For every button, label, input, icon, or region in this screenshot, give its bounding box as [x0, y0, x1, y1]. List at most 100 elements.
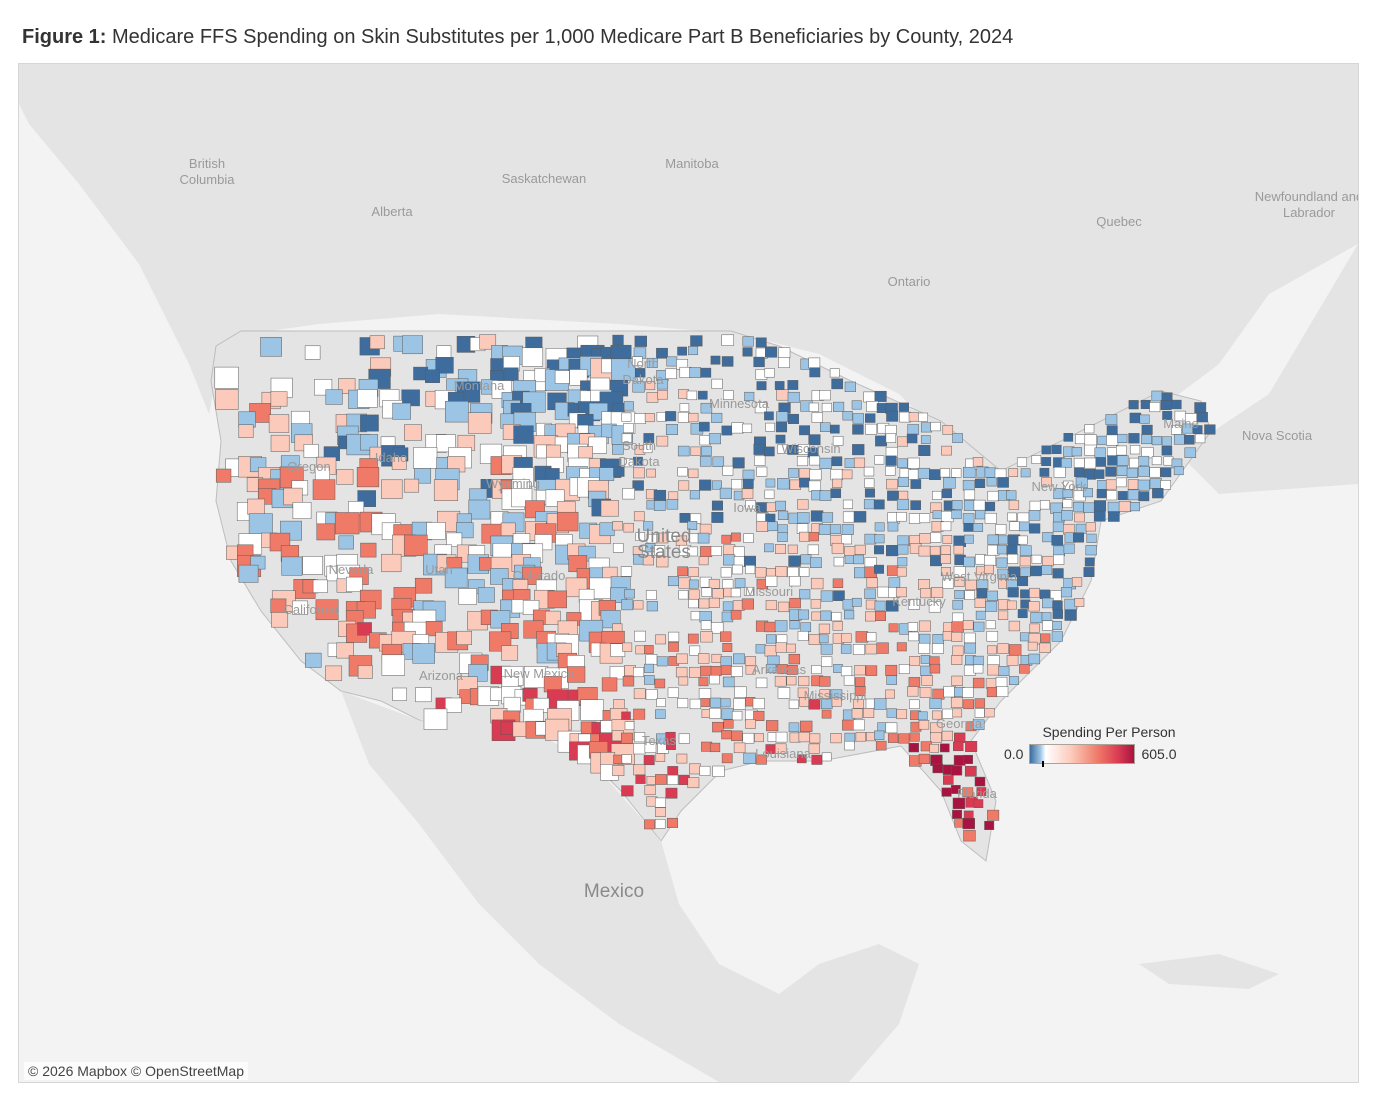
county-shape[interactable]	[1008, 500, 1020, 510]
county-shape[interactable]	[865, 611, 876, 622]
county-shape[interactable]	[268, 414, 290, 433]
county-shape[interactable]	[1192, 425, 1203, 434]
county-shape[interactable]	[918, 545, 931, 557]
county-shape[interactable]	[711, 512, 724, 523]
county-shape[interactable]	[305, 652, 322, 668]
county-shape[interactable]	[1017, 609, 1028, 619]
county-shape[interactable]	[853, 457, 866, 468]
county-shape[interactable]	[755, 677, 768, 689]
county-shape[interactable]	[963, 754, 973, 764]
county-shape[interactable]	[1184, 447, 1197, 458]
county-shape[interactable]	[954, 590, 965, 600]
county-shape[interactable]	[699, 421, 710, 432]
county-shape[interactable]	[998, 535, 1008, 545]
county-shape[interactable]	[799, 477, 810, 488]
county-shape[interactable]	[984, 564, 994, 574]
county-shape[interactable]	[1030, 612, 1043, 624]
county-shape[interactable]	[818, 524, 831, 535]
county-shape[interactable]	[1052, 521, 1065, 533]
county-shape[interactable]	[808, 532, 819, 542]
county-shape[interactable]	[645, 590, 657, 600]
county-shape[interactable]	[633, 688, 646, 700]
county-shape[interactable]	[1075, 523, 1087, 534]
county-shape[interactable]	[1106, 425, 1118, 436]
county-shape[interactable]	[665, 740, 676, 750]
county-shape[interactable]	[910, 479, 922, 489]
county-shape[interactable]	[1171, 399, 1182, 410]
county-shape[interactable]	[853, 699, 864, 709]
county-shape[interactable]	[863, 391, 876, 403]
county-shape[interactable]	[742, 478, 754, 489]
county-shape[interactable]	[723, 719, 734, 729]
county-shape[interactable]	[1160, 467, 1172, 478]
county-shape[interactable]	[655, 634, 666, 645]
county-shape[interactable]	[800, 720, 813, 732]
county-shape[interactable]	[886, 675, 897, 685]
county-shape[interactable]	[712, 588, 724, 599]
county-shape[interactable]	[238, 424, 254, 438]
county-shape[interactable]	[1052, 609, 1063, 619]
county-shape[interactable]	[932, 643, 944, 654]
county-shape[interactable]	[743, 555, 756, 567]
county-shape[interactable]	[830, 469, 843, 481]
county-shape[interactable]	[654, 545, 666, 556]
county-shape[interactable]	[1053, 554, 1065, 565]
county-shape[interactable]	[711, 480, 722, 490]
county-shape[interactable]	[423, 708, 448, 730]
county-shape[interactable]	[973, 499, 986, 511]
county-shape[interactable]	[667, 766, 679, 776]
county-shape[interactable]	[986, 590, 998, 601]
county-shape[interactable]	[1062, 489, 1073, 499]
county-shape[interactable]	[644, 819, 655, 830]
county-shape[interactable]	[929, 663, 941, 674]
county-shape[interactable]	[668, 641, 679, 652]
county-shape[interactable]	[633, 667, 645, 678]
county-shape[interactable]	[655, 709, 666, 719]
county-shape[interactable]	[829, 368, 840, 378]
county-shape[interactable]	[247, 498, 265, 515]
county-shape[interactable]	[964, 534, 974, 544]
county-shape[interactable]	[1051, 535, 1063, 546]
county-shape[interactable]	[360, 434, 379, 451]
county-shape[interactable]	[1194, 402, 1207, 413]
county-shape[interactable]	[874, 545, 884, 555]
county-shape[interactable]	[1204, 424, 1216, 435]
county-shape[interactable]	[920, 435, 931, 444]
county-shape[interactable]	[963, 830, 976, 842]
county-shape[interactable]	[635, 774, 646, 784]
county-shape[interactable]	[942, 425, 954, 435]
county-shape[interactable]	[1141, 434, 1152, 445]
county-shape[interactable]	[821, 709, 832, 719]
county-shape[interactable]	[1053, 466, 1066, 478]
county-shape[interactable]	[985, 678, 998, 689]
county-shape[interactable]	[1074, 467, 1085, 477]
county-shape[interactable]	[1042, 620, 1054, 631]
county-shape[interactable]	[667, 687, 679, 698]
county-shape[interactable]	[885, 466, 896, 476]
county-shape[interactable]	[808, 634, 821, 645]
county-shape[interactable]	[666, 499, 679, 510]
county-shape[interactable]	[972, 655, 984, 666]
county-shape[interactable]	[458, 588, 477, 605]
county-shape[interactable]	[787, 566, 799, 578]
county-shape[interactable]	[831, 612, 842, 622]
county-shape[interactable]	[766, 634, 777, 644]
county-shape[interactable]	[734, 686, 747, 698]
county-shape[interactable]	[1040, 633, 1051, 643]
county-shape[interactable]	[1097, 435, 1108, 446]
county-shape[interactable]	[973, 664, 984, 674]
county-shape[interactable]	[1082, 488, 1093, 498]
county-shape[interactable]	[796, 754, 807, 764]
county-shape[interactable]	[653, 489, 667, 502]
county-shape[interactable]	[1008, 644, 1022, 656]
county-shape[interactable]	[381, 479, 403, 499]
county-shape[interactable]	[580, 699, 604, 721]
county-shape[interactable]	[963, 523, 974, 532]
county-shape[interactable]	[753, 443, 766, 455]
county-shape[interactable]	[811, 665, 822, 675]
county-shape[interactable]	[820, 643, 833, 655]
county-shape[interactable]	[952, 809, 963, 819]
county-shape[interactable]	[599, 522, 615, 537]
county-shape[interactable]	[621, 785, 634, 797]
county-shape[interactable]	[932, 688, 945, 700]
